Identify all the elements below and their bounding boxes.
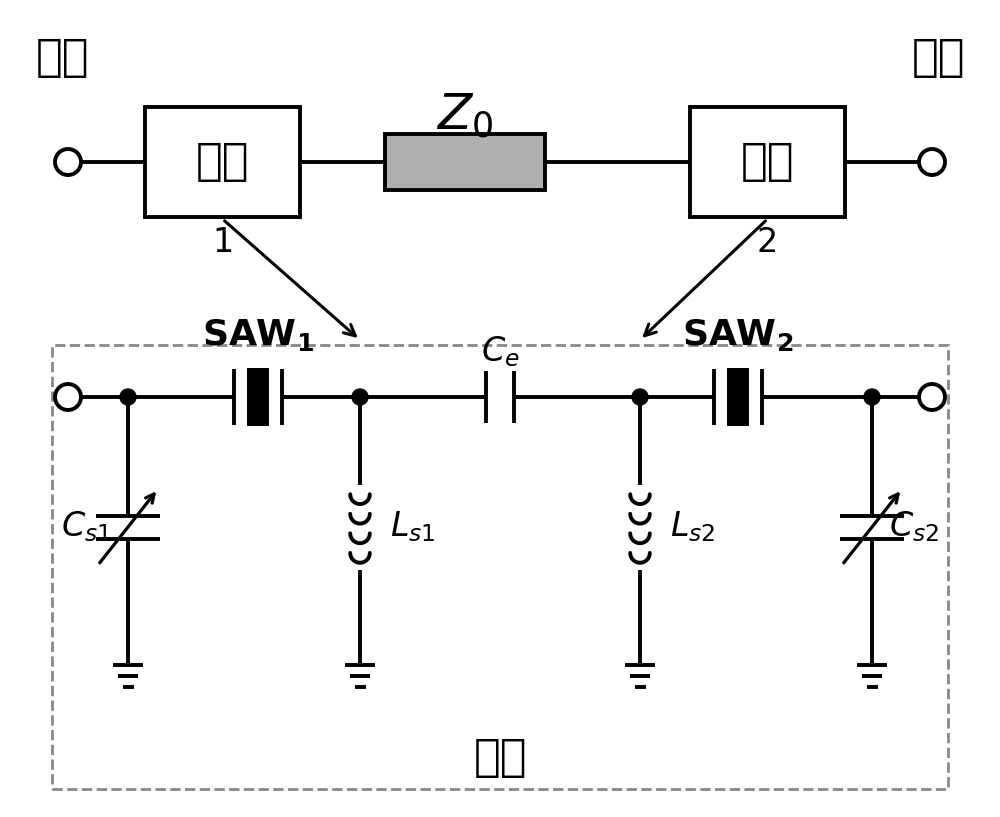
Text: $L_{s2}$: $L_{s2}$ [670, 510, 715, 544]
Text: $C_{s1}$: $C_{s1}$ [61, 510, 111, 544]
Bar [145, 107, 300, 217]
Circle shape [919, 149, 945, 175]
Bar [690, 107, 845, 217]
Text: 输入: 输入 [35, 35, 89, 78]
Text: $C_e$: $C_e$ [481, 335, 519, 369]
Circle shape [55, 149, 81, 175]
Bar [385, 134, 545, 190]
Text: $L_{s1}$: $L_{s1}$ [390, 510, 436, 544]
Circle shape [632, 389, 648, 405]
Circle shape [55, 384, 81, 410]
Bar [52, 345, 948, 789]
Text: 单元: 单元 [741, 141, 794, 184]
Text: $Z_0$: $Z_0$ [436, 92, 494, 141]
Text: 2: 2 [757, 225, 778, 258]
Text: 单元: 单元 [196, 141, 249, 184]
Bar [727, 368, 749, 426]
Circle shape [352, 389, 368, 405]
Circle shape [120, 389, 136, 405]
Bar [247, 368, 269, 426]
Circle shape [864, 389, 880, 405]
Text: 1: 1 [212, 225, 233, 258]
Circle shape [919, 384, 945, 410]
Text: $C_{s2}$: $C_{s2}$ [889, 510, 939, 544]
Text: $\mathbf{SAW_1}$: $\mathbf{SAW_1}$ [202, 317, 314, 353]
Text: 单元: 单元 [473, 735, 527, 779]
Text: 输出: 输出 [911, 35, 965, 78]
Text: $\mathbf{SAW_2}$: $\mathbf{SAW_2}$ [682, 317, 794, 353]
